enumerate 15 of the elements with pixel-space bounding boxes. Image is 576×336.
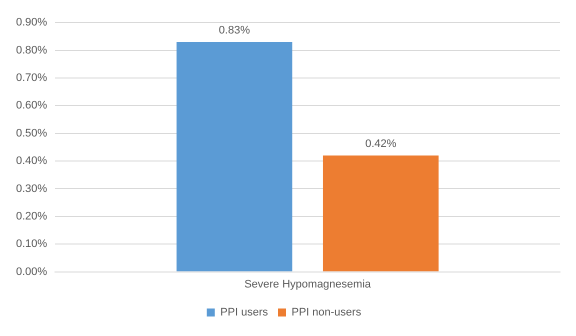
y-tick-label: 0.90% <box>16 16 48 29</box>
y-tick-label: 0.70% <box>16 72 48 84</box>
y-tick-label: 0.20% <box>16 210 48 222</box>
y-tick-label: 0.00% <box>16 266 48 278</box>
y-tick-label: 0.30% <box>16 182 48 195</box>
y-tick-label: 0.50% <box>16 127 48 140</box>
legend-label: PPI non-users <box>291 306 362 319</box>
legend-label: PPI users <box>220 306 268 319</box>
data-label: 0.83% <box>218 24 250 37</box>
y-tick-label: 0.80% <box>16 44 48 56</box>
data-label: 0.42% <box>365 138 397 150</box>
x-tick-label: Severe Hypomagnesemia <box>244 278 372 290</box>
y-tick-label: 0.10% <box>16 238 48 250</box>
y-tick-label: 0.40% <box>16 155 48 168</box>
y-tick-label: 0.60% <box>16 100 48 112</box>
